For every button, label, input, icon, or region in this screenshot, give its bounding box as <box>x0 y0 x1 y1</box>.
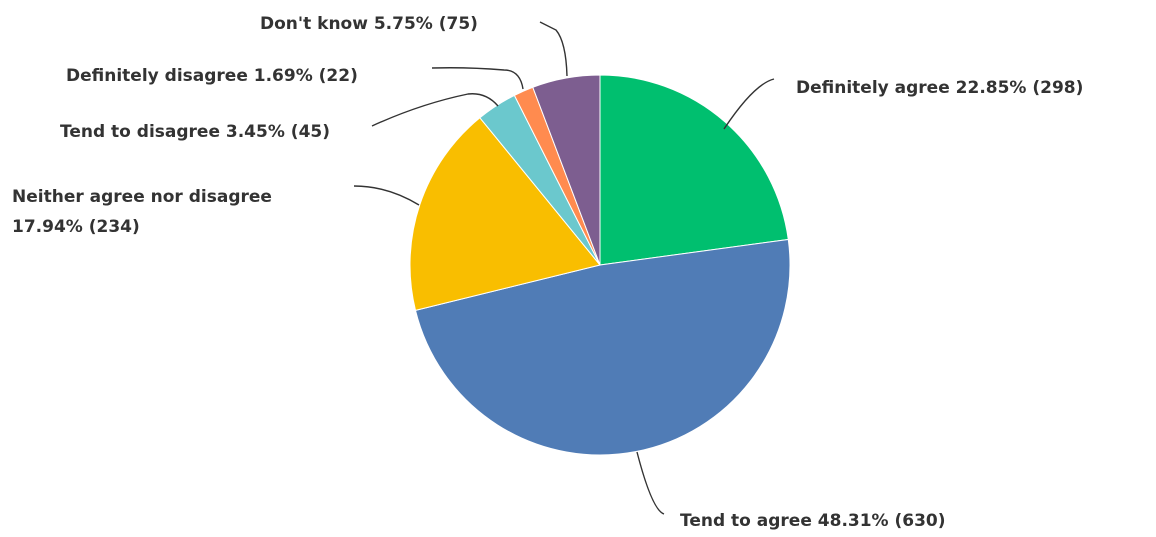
leader-line-don-t-know <box>539 21 568 77</box>
pie-slices <box>409 74 791 456</box>
leader-line-tend-to-agree <box>636 451 665 515</box>
slice-label-don-t-know: Don't know 5.75% (75) <box>260 14 478 34</box>
pie-slice-tend-to-agree <box>414 238 791 456</box>
leader-line-tend-to-disagree <box>371 93 499 127</box>
pie-slice-definitely-agree <box>599 74 789 266</box>
pie-slice-neither-agree-nor-disagree <box>409 117 601 311</box>
leader-lines <box>353 21 775 515</box>
slice-labels: Definitely agree 22.85% (298) Tend to agr… <box>12 14 1083 531</box>
slice-label-definitely-agree: Definitely agree 22.85% (298) <box>796 78 1083 98</box>
pie-slice-don-t-know <box>532 74 601 266</box>
slice-label-neither-agree-nor-disagree-line-1: Neither agree nor disagree <box>12 187 272 207</box>
leader-line-definitely-agree <box>723 78 775 130</box>
slice-label-tend-to-agree: Tend to agree 48.31% (630) <box>680 511 946 531</box>
slice-label-definitely-disagree: Definitely disagree 1.69% (22) <box>66 66 358 86</box>
leader-line-neither-agree-nor-disagree <box>353 185 420 206</box>
slice-label-tend-to-disagree: Tend to disagree 3.45% (45) <box>60 122 330 142</box>
leader-line-definitely-disagree <box>431 67 524 90</box>
slice-label-neither-agree-nor-disagree-line-2: 17.94% (234) <box>12 217 140 237</box>
